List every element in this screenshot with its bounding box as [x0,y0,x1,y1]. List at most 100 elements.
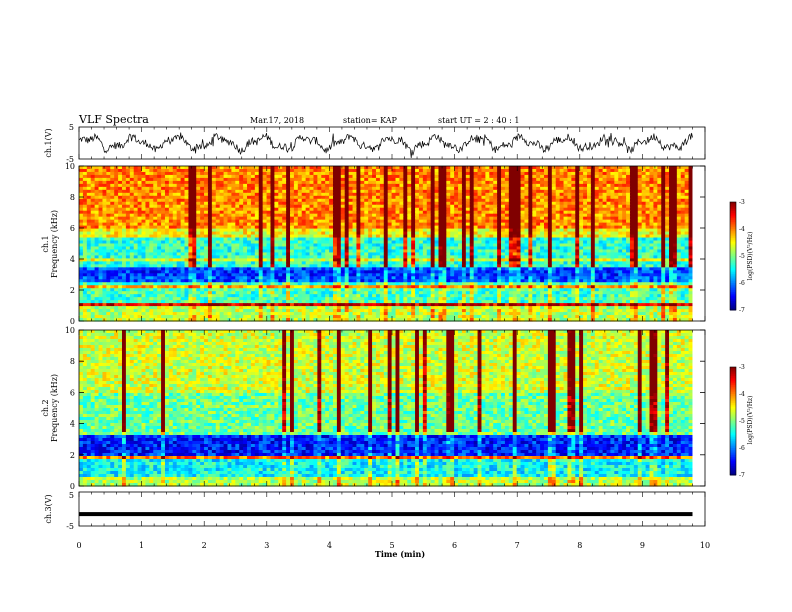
spectrogram-cell [168,204,174,209]
spectrogram-cell [536,204,541,209]
spectrogram-cell [157,204,162,209]
spectrogram-cell [415,180,420,185]
spectrogram-cell [465,207,471,212]
spectrogram-cell [426,186,432,191]
spectrogram-cell [489,186,494,191]
spectrogram-cell [200,195,205,200]
spectrogram-cell [606,166,612,170]
spectrogram-cell [192,204,197,209]
spectrogram-cell [411,198,416,203]
spectrogram-cell [196,166,201,170]
spectrogram-cell [430,198,436,203]
spectrogram-cell [465,171,471,176]
spectrogram-cell [559,174,565,179]
spectrogram-cell [82,210,88,215]
spectrogram-cell [231,180,236,185]
spectrogram-cell [653,183,658,188]
spectrogram-cell [583,198,588,203]
spectrogram-cell [606,207,612,212]
spectrogram-cell [114,192,119,197]
spectrogram-cell [168,192,174,197]
spectrogram-cell [157,174,162,179]
spectrogram-cell [235,183,240,188]
spectrogram-cell [336,207,342,212]
spectrogram-cell [172,210,178,215]
spectrogram-cell [645,207,651,212]
spectrogram-cell [672,186,678,191]
spectrogram-cell [469,171,475,176]
spectrogram-cell [485,195,490,200]
spectrogram-cell [356,183,361,188]
spectrogram-cell [375,166,381,170]
spectrogram-cell [282,201,287,206]
spectrogram-cell [637,198,643,203]
spectrogram-cell [395,166,401,170]
spectrogram-cell [344,204,350,209]
spectrogram-cell [430,189,436,194]
spectrogram-cell [188,210,193,215]
spectrogram-cell [129,213,135,218]
spectrogram-cell [665,171,670,176]
spectrogram-cell [594,168,600,173]
spectrogram-cell [469,186,475,191]
spectrogram-cell [512,168,518,173]
spectrogram-cell [598,192,604,197]
spectrogram-cell [110,192,115,197]
spectrogram-cell [461,171,467,176]
spectrogram-cell [489,171,494,176]
spectrogram-cell [200,180,205,185]
spectrogram-cell [403,177,408,182]
spectrogram-cell [669,171,674,176]
spectrogram-cell [239,201,244,206]
spectrogram-cell [395,213,401,218]
spectrogram-cell [250,189,256,194]
spectrogram-cell [590,198,596,203]
spectrogram-cell [286,192,291,197]
spectrogram-cell [567,183,572,188]
spectrogram-cell [391,195,397,200]
spectrogram-cell [563,189,569,194]
spectrogram-cell [481,207,486,212]
spectrogram-cell [235,198,240,203]
spectrogram-cell [176,210,182,215]
spectrogram-cell [680,177,686,182]
spectrogram-cell [567,186,572,191]
spectrogram-cell [313,189,318,194]
spectrogram-cell [559,171,565,176]
spectrogram-cell [614,201,619,206]
spectrogram-cell [684,174,690,179]
spectrogram-cell [461,207,467,212]
spectrogram-cell [118,189,123,194]
spectrogram-cell [579,189,584,194]
spectrogram-cell [313,186,318,191]
spectrogram-cell [180,189,186,194]
spectrogram-cell [243,207,248,212]
spectrogram-cell [563,171,569,176]
spectrogram-cell [387,192,393,197]
spectrogram-cell [297,192,303,197]
spectrogram-cell [110,207,115,212]
spectrogram-cell [82,186,88,191]
spectrogram-cell [501,168,506,173]
spectrogram-cell [114,171,119,176]
spectrogram-cell [266,189,272,194]
spectrogram-cell [157,177,162,182]
spectrogram-cell [82,166,88,170]
spectrogram-cell [98,189,104,194]
spectrogram-cell [98,168,104,173]
spectrogram-cell [340,195,346,200]
spectrogram-cell [590,171,596,176]
spectrogram-cell [258,213,264,218]
spectrogram-cell [395,177,401,182]
spectrogram-cell [559,177,565,182]
spectrogram-cell [368,204,373,209]
spectrogram-cell [606,171,612,176]
spectrogram-cell [458,207,463,212]
spectrogram-cell [254,177,260,182]
spectrogram-cell [461,186,467,191]
spectrogram-cell [618,183,623,188]
spectrogram-cell [102,183,107,188]
spectrogram-cell [348,186,354,191]
spectrogram-cell [219,210,225,215]
spectrogram-cell [317,201,322,206]
